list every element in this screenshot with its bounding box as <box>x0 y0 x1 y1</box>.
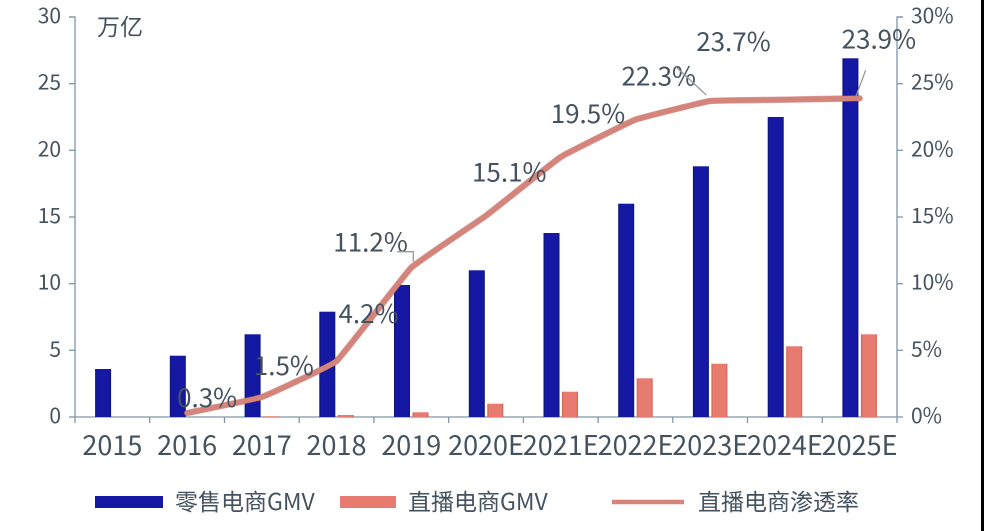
svg-text:30: 30 <box>38 0 61 30</box>
svg-text:2018: 2018 <box>307 424 367 463</box>
svg-text:5%: 5% <box>911 333 942 363</box>
svg-text:2021E: 2021E <box>523 424 599 463</box>
svg-text:0.3%: 0.3% <box>177 378 237 415</box>
svg-text:2022E: 2022E <box>598 424 674 463</box>
svg-text:5: 5 <box>49 333 61 363</box>
svg-text:30%: 30% <box>911 0 954 30</box>
svg-text:15: 15 <box>38 200 61 230</box>
svg-text:25%: 25% <box>911 67 954 97</box>
svg-text:零售电商GMV: 零售电商GMV <box>175 483 316 517</box>
svg-text:2019: 2019 <box>381 424 441 463</box>
svg-text:2015: 2015 <box>82 424 142 463</box>
svg-text:0: 0 <box>49 400 61 430</box>
svg-text:25: 25 <box>38 67 61 97</box>
svg-text:2020E: 2020E <box>448 424 524 463</box>
svg-text:直播电商GMV: 直播电商GMV <box>408 483 549 517</box>
svg-text:2023E: 2023E <box>672 424 748 463</box>
svg-text:15%: 15% <box>911 200 954 230</box>
svg-text:0%: 0% <box>911 400 942 430</box>
svg-text:2016: 2016 <box>157 424 217 463</box>
svg-text:11.2%: 11.2% <box>333 223 407 260</box>
svg-text:2017: 2017 <box>232 424 292 463</box>
svg-text:23.9%: 23.9% <box>842 19 916 56</box>
svg-text:2025E: 2025E <box>822 424 898 463</box>
svg-text:直播电商渗透率: 直播电商渗透率 <box>698 483 859 517</box>
svg-text:10: 10 <box>38 267 61 297</box>
svg-text:15.1%: 15.1% <box>472 153 546 190</box>
svg-text:2024E: 2024E <box>747 424 823 463</box>
svg-text:10%: 10% <box>911 267 954 297</box>
svg-text:万亿: 万亿 <box>97 8 143 42</box>
svg-text:19.5%: 19.5% <box>551 94 625 131</box>
svg-text:23.7%: 23.7% <box>696 22 770 59</box>
svg-text:20: 20 <box>38 133 61 163</box>
svg-text:4.2%: 4.2% <box>339 294 399 331</box>
svg-text:1.5%: 1.5% <box>254 346 314 383</box>
svg-text:20%: 20% <box>911 133 954 163</box>
